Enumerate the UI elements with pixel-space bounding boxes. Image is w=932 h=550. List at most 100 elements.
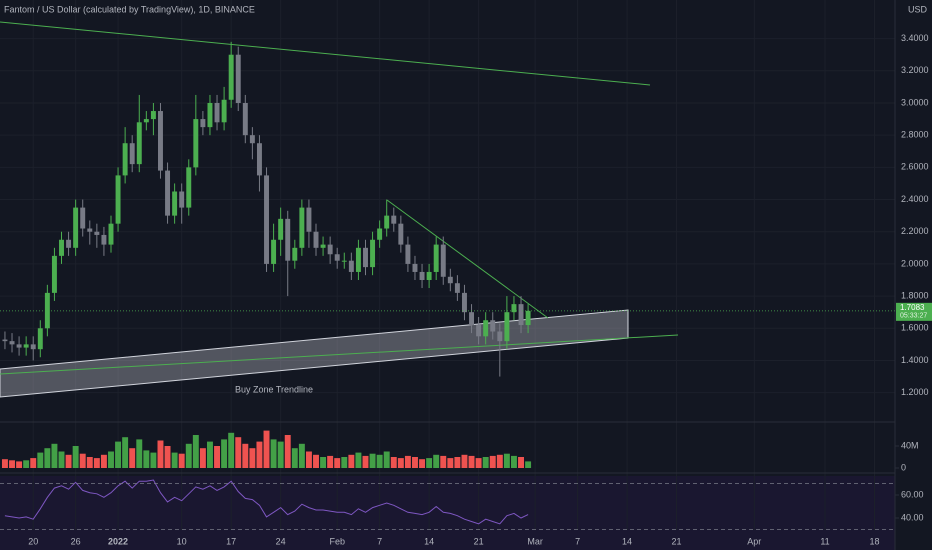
volume-bar [482, 457, 489, 468]
volume-bar [115, 441, 122, 468]
volume-bar [79, 453, 86, 468]
x-tick-label: 14 [622, 536, 632, 546]
volume-bar [136, 439, 143, 468]
volume-bar [433, 454, 440, 468]
candle-body [115, 175, 121, 224]
candle-body [447, 276, 453, 284]
x-tick-label: 7 [377, 536, 382, 546]
x-tick-label: 11 [820, 536, 829, 546]
candle-body [363, 247, 368, 268]
candle-body [200, 119, 206, 128]
volume-bar [51, 443, 58, 468]
volume-bar [263, 430, 270, 468]
x-tick-label: 21 [474, 536, 484, 546]
volume-bar [510, 455, 517, 468]
volume-bar [256, 441, 263, 468]
y-tick-label: 3.4000 [901, 33, 929, 43]
candle-body [122, 143, 128, 176]
volume-bar [171, 452, 178, 468]
candle-body [278, 218, 284, 240]
volume-bar [249, 448, 256, 468]
volume-bar [390, 457, 397, 468]
rsi-tick-label: 60.00 [901, 489, 924, 499]
volume-bar [93, 458, 100, 468]
volume-bar [164, 446, 171, 468]
x-tick-label: 21 [672, 536, 682, 546]
y-tick-label: 2.0000 [901, 258, 929, 268]
volume-bar [320, 457, 327, 468]
candle-body [483, 320, 489, 337]
volume-bar [58, 451, 65, 468]
y-tick-label: 2.4000 [901, 194, 929, 204]
candle-body [299, 207, 305, 248]
candle-body [150, 111, 156, 120]
candle-body [221, 99, 227, 123]
volume-bar [199, 448, 206, 468]
candle-body [405, 244, 411, 264]
candle-body [136, 122, 142, 165]
volume-bar [284, 435, 291, 468]
candle-body [377, 228, 383, 240]
candle-body [355, 247, 361, 272]
volume-bar [122, 437, 129, 468]
candle-body [497, 331, 503, 342]
candle-body [490, 320, 496, 332]
y-tick-label: 2.6000 [901, 162, 929, 172]
x-tick-label: 20 [28, 536, 38, 546]
y-tick-label: 2.8000 [901, 130, 929, 140]
volume-bar [313, 454, 319, 468]
candle-body [186, 167, 192, 208]
volume-bar [235, 437, 242, 468]
candle-body [108, 223, 114, 245]
volume-bar [475, 458, 482, 468]
candle-body [419, 271, 425, 280]
volume-bar [129, 448, 136, 468]
volume-bar [143, 450, 150, 468]
y-tick-label: 1.6000 [901, 323, 929, 333]
candle-body [37, 328, 43, 350]
volume-bar [86, 457, 93, 468]
volume-bar [277, 441, 284, 468]
candle-body [242, 102, 248, 136]
candle-body [454, 283, 460, 293]
candle-body [158, 111, 163, 171]
candle-body [172, 191, 178, 216]
candle-body [469, 312, 475, 326]
y-tick-label: 2.2000 [901, 226, 929, 236]
candle-body [511, 304, 517, 313]
volume-bar [348, 454, 355, 468]
x-tick-label: 7 [575, 536, 580, 546]
volume-bar [461, 454, 468, 468]
rsi-tick-label: 40.00 [901, 512, 924, 522]
y-tick-label: 1.4000 [901, 355, 929, 365]
x-tick-label: 24 [276, 536, 286, 546]
trendline [0, 334, 679, 375]
volume-bar [447, 458, 454, 468]
y-tick-label: 3.0000 [901, 97, 929, 107]
volume-tick-label: 40M [901, 440, 919, 450]
volume-bar [383, 451, 390, 468]
candle-body [129, 143, 135, 165]
candle-body [80, 207, 86, 229]
x-tick-label: 2022 [108, 536, 128, 546]
candle-body [476, 325, 482, 337]
x-tick-label: Apr [747, 536, 761, 546]
candle-body [313, 231, 319, 248]
currency: USD [908, 4, 928, 14]
x-tick-label: 26 [71, 536, 81, 546]
candle-body [51, 255, 57, 293]
candle-body [2, 339, 8, 342]
volume-bar [376, 454, 383, 468]
candle-body [320, 244, 326, 248]
candle-body [433, 244, 439, 272]
volume-bar [72, 446, 79, 468]
candle-body [23, 344, 29, 348]
candle-body [16, 344, 22, 348]
volume-bar [192, 435, 199, 468]
volume-bar [65, 454, 72, 468]
candle-body [59, 239, 64, 256]
volume-bar [525, 461, 532, 468]
candle-body [249, 135, 255, 144]
candle-body [391, 215, 397, 224]
